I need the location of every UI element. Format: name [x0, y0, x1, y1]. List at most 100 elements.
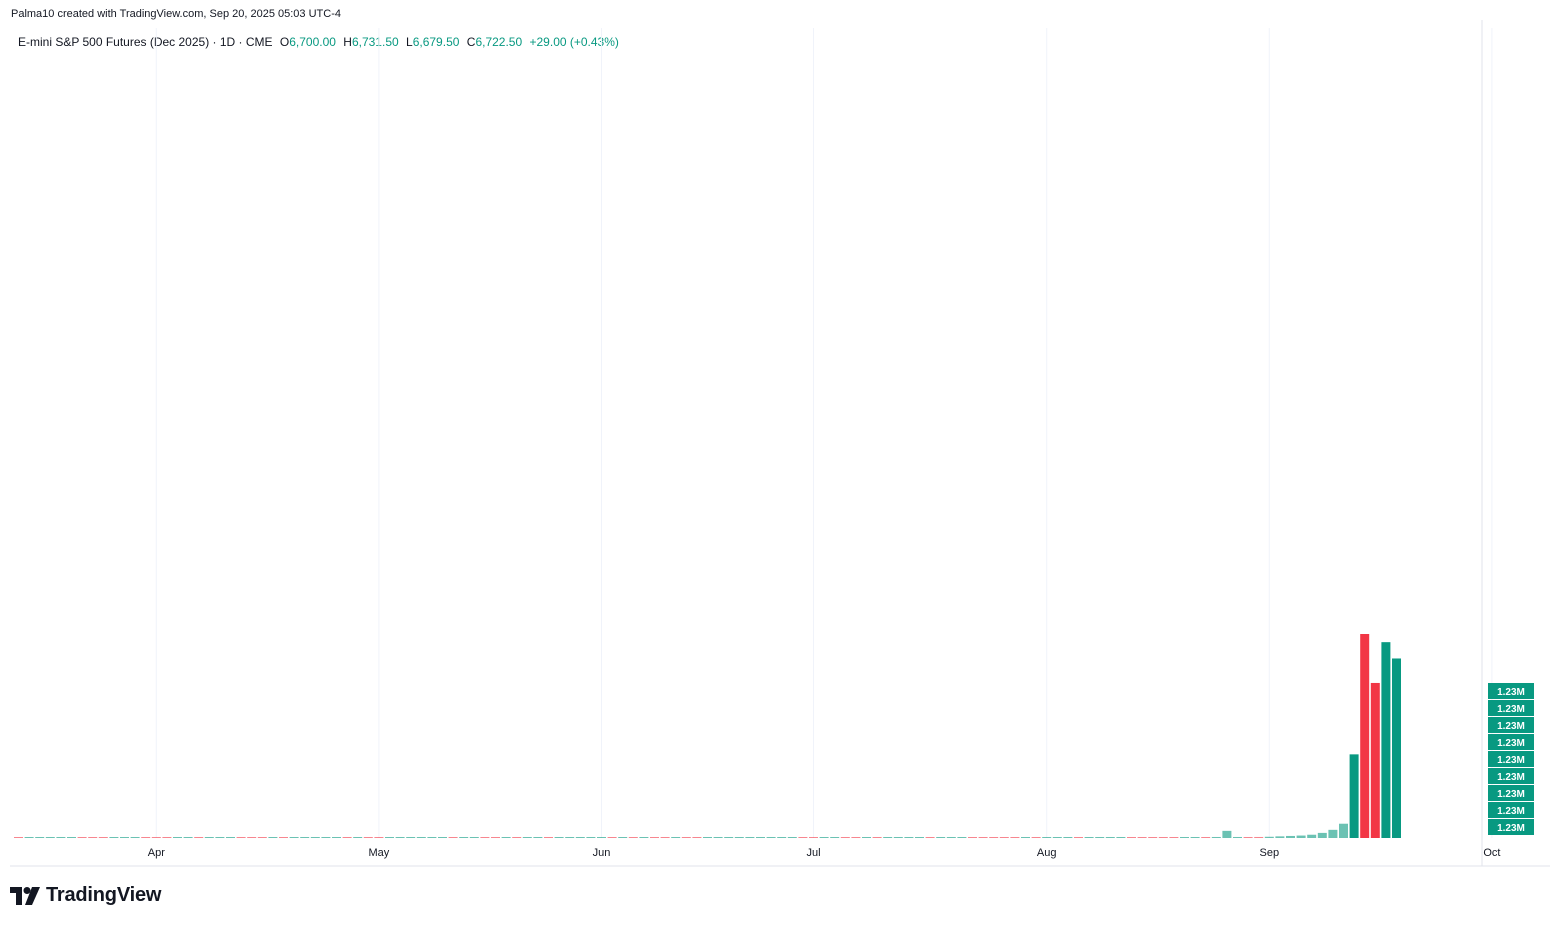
volume-bar [141, 837, 151, 838]
volume-bar [936, 837, 946, 838]
volume-bar [1254, 836, 1264, 838]
volume-bar [1042, 837, 1052, 838]
volume-bar [1381, 642, 1391, 838]
volume-bar [469, 837, 479, 838]
volume-bar [978, 837, 988, 838]
volume-tag-label: 1.23M [1497, 704, 1525, 715]
volume-bar [1370, 682, 1380, 838]
volume-bar [1127, 837, 1136, 838]
volume-bar [840, 837, 850, 838]
volume-bar [300, 837, 310, 838]
volume-bar [703, 837, 712, 838]
volume-bar [1095, 837, 1105, 838]
x-tick-label: Jun [593, 847, 611, 859]
volume-bar [268, 837, 278, 838]
volume-tag [1488, 734, 1534, 750]
volume-bar [681, 837, 691, 838]
volume-bar [1360, 634, 1370, 838]
volume-bar [787, 837, 797, 838]
volume-tag [1488, 700, 1534, 716]
volume-bar [353, 837, 363, 838]
volume-bar [1233, 836, 1242, 838]
volume-bar [1074, 837, 1083, 838]
tradingview-logo-icon [10, 886, 40, 905]
volume-tag-label: 1.23M [1497, 823, 1525, 834]
volume-tag-label: 1.23M [1497, 738, 1525, 749]
volume-bar [989, 837, 999, 838]
volume-bar [289, 837, 299, 838]
volume-bar [692, 837, 702, 838]
volume-bar [554, 837, 564, 838]
volume-bar [236, 837, 246, 838]
volume-bar [1211, 836, 1221, 838]
volume-bar [98, 837, 108, 838]
volume-bar [45, 837, 55, 838]
close-value: 6,722.50 [475, 35, 523, 49]
volume-bar [56, 837, 66, 838]
price-tags: 6,722.506,498.846,310.006,137.211.23M1.2… [1488, 683, 1534, 835]
volume-bar [173, 837, 182, 838]
volume-bar [67, 837, 76, 838]
volume-bar [522, 837, 532, 838]
volume-bar [480, 837, 490, 838]
volume-bar [607, 837, 617, 838]
volume-bar [247, 837, 257, 838]
high-value: 6,731.50 [351, 35, 399, 49]
volume-bar [1010, 837, 1020, 838]
volume-bar [183, 837, 193, 838]
volume-bar [1339, 823, 1348, 838]
volume-bar [1169, 837, 1179, 838]
volume-bar [226, 837, 235, 838]
volume-bar [819, 837, 829, 838]
volume-bar [618, 837, 628, 838]
volume-bar [120, 837, 129, 838]
volume-bar [1052, 837, 1062, 838]
volume-bar [968, 837, 977, 838]
volume-bar [332, 837, 341, 838]
volume-bar [872, 837, 882, 838]
volume-bar [77, 837, 87, 838]
volume-bar [660, 837, 670, 838]
close-label: C [466, 35, 476, 49]
x-tick-label: Oct [1483, 847, 1500, 859]
volume-tag [1488, 785, 1534, 801]
volume-tag [1488, 717, 1534, 733]
symbol-legend: E-mini S&P 500 Futures (Dec 2025) · 1D ·… [18, 35, 619, 49]
volume-bar [999, 837, 1009, 838]
volume-bar [342, 837, 352, 838]
volume-bar [830, 837, 840, 838]
volume-bar [406, 837, 416, 838]
open-value: 6,700.00 [289, 35, 336, 49]
volume-bar [194, 837, 204, 838]
grid-lines [155, 28, 1493, 838]
volume-bar [1286, 835, 1295, 838]
volume-tag [1488, 768, 1534, 784]
volume-bar [501, 837, 511, 838]
volume-bar [395, 837, 405, 838]
volume-bar [734, 837, 744, 838]
volume-tag [1488, 683, 1534, 699]
volume-bar [586, 837, 596, 838]
tradingview-logo[interactable]: TradingView [10, 884, 161, 907]
volume-tag [1488, 802, 1534, 818]
volume-bar [1222, 830, 1232, 838]
volume-tag-label: 1.23M [1497, 687, 1525, 698]
x-tick-label: Sep [1260, 847, 1280, 859]
volume-bar [1137, 837, 1147, 838]
volume-bar [1264, 836, 1274, 838]
volume-bar [533, 837, 543, 838]
symbol-name[interactable]: E-mini S&P 500 Futures (Dec 2025) · 1D ·… [18, 35, 273, 49]
volume-bar [1084, 837, 1094, 838]
volume-bar [809, 837, 818, 838]
volume-bar [385, 837, 394, 838]
change-value: +29.00 (+0.43%) [529, 35, 619, 49]
volume-bar [1180, 837, 1189, 838]
volume-bar [1190, 837, 1200, 838]
x-tick-label: Jul [806, 847, 820, 859]
volume-bar [1296, 835, 1306, 838]
volume-bar [204, 837, 214, 838]
volume-bar [109, 837, 119, 838]
volume-bar [162, 837, 172, 838]
low-value: 6,679.50 [412, 35, 460, 49]
